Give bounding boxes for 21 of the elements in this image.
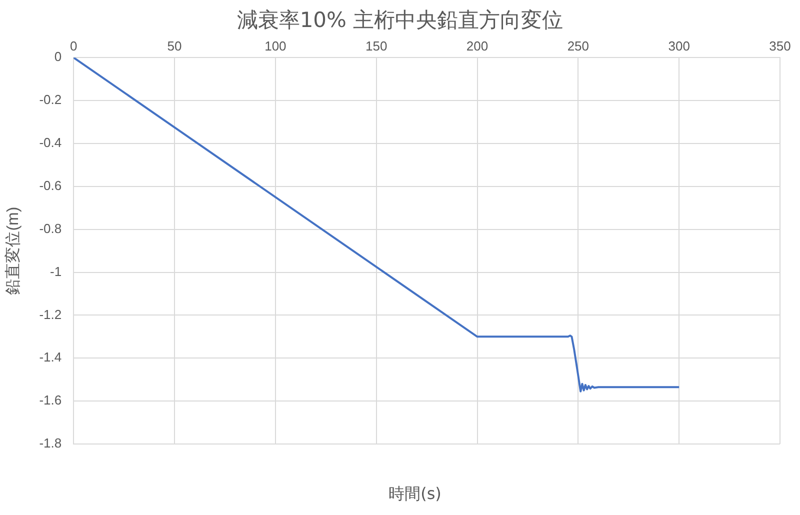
y-tick-label: 0: [54, 49, 62, 64]
chart-title: 減衰率10% 主桁中央鉛直方向変位: [236, 7, 564, 34]
y-tick-label: -1: [50, 264, 62, 279]
y-tick-label: -0.6: [39, 178, 62, 193]
x-tick-label: 0: [70, 38, 78, 54]
x-tick-label: 150: [365, 38, 388, 54]
y-tick-label: -0.4: [39, 135, 62, 150]
y-tick-label: -0.2: [39, 92, 62, 108]
y-tick-label: -1.4: [39, 350, 62, 365]
y-tick-label: -1.6: [39, 392, 62, 408]
x-axis-title: 時間(s): [388, 484, 442, 505]
x-tick-label: 350: [769, 38, 791, 54]
x-tick-label: 300: [668, 38, 690, 54]
y-axis-title: 鉛直変位(m): [4, 206, 22, 295]
x-tick-label: 50: [167, 38, 182, 54]
y-tick-label: -1.2: [39, 306, 62, 322]
y-tick-label: -0.8: [39, 220, 62, 236]
x-tick-label: 200: [466, 38, 488, 54]
y-tick-label: -1.8: [39, 436, 62, 451]
x-tick-label: 100: [264, 38, 286, 54]
x-tick-label: 250: [567, 38, 590, 54]
